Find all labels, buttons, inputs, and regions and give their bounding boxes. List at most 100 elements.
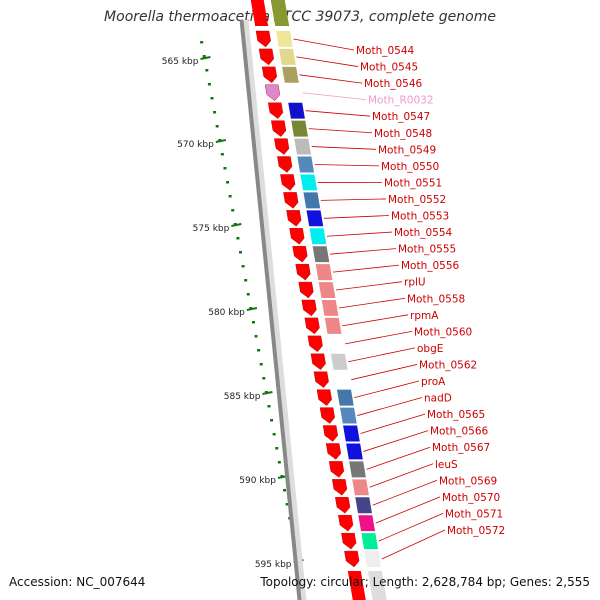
cog-box-offscreen-top xyxy=(270,0,290,26)
map-title: Moorella thermoacetica ATCC 39073, compl… xyxy=(104,9,496,25)
cog-box-Moth_0545 xyxy=(279,48,296,65)
leader-Moth_0545 xyxy=(296,56,359,67)
gene-label-Moth_0553: Moth_0553 xyxy=(391,211,449,223)
gene-arrow-Moth_0560 xyxy=(307,335,323,353)
scale-dot xyxy=(285,503,289,506)
gene-label-Moth_0550: Moth_0550 xyxy=(381,161,439,173)
leader-Moth_0550 xyxy=(314,164,380,167)
gene-label-Moth_0560: Moth_0560 xyxy=(414,326,472,338)
gene-arrow-Moth_0565 xyxy=(322,425,338,442)
leader-Moth_0560 xyxy=(345,330,413,345)
gene-arrow-Moth_R0032 xyxy=(264,84,281,102)
cog-box-proA xyxy=(336,389,354,406)
cog-box-Moth_0546 xyxy=(282,66,299,83)
scale-dot xyxy=(270,419,274,422)
scale-dot xyxy=(246,293,250,296)
cog-box-offscreen-bottom xyxy=(367,571,387,600)
gene-arrow-Moth_0572 xyxy=(344,550,360,568)
scale-dot xyxy=(215,125,219,128)
gene-arrow-proA xyxy=(316,389,332,406)
gene-arrow-Moth_0555 xyxy=(292,245,308,263)
gene-arrow-Moth_0546 xyxy=(261,66,278,84)
leader-Moth_0570 xyxy=(375,496,441,524)
scale-dot xyxy=(238,251,242,254)
gene-label-Moth_0571: Moth_0571 xyxy=(445,508,503,520)
leader-Moth_0565 xyxy=(360,413,426,434)
gene-arrow-Moth_0550 xyxy=(277,156,293,173)
accession-label: Accession: NC_007644 xyxy=(9,575,146,589)
scale-dot xyxy=(213,111,217,114)
gene-label-Moth_0556: Moth_0556 xyxy=(401,260,460,272)
gene-arrow-Moth_0571 xyxy=(341,532,357,550)
gene-label-Moth_R0032: Moth_R0032 xyxy=(368,95,434,107)
gene-label-proA: proA xyxy=(421,376,446,388)
cog-box-Moth_0566 xyxy=(346,443,363,460)
scale-dot xyxy=(236,237,240,240)
gene-label-Moth_0552: Moth_0552 xyxy=(388,194,446,206)
gene-label-Moth_0545: Moth_0545 xyxy=(360,62,418,74)
scale-dot xyxy=(210,97,214,100)
scale-dot xyxy=(283,489,287,492)
leader-obgE xyxy=(348,347,416,363)
gene-arrow-leuS xyxy=(331,479,348,496)
scale-label: 585 kbp xyxy=(224,392,261,402)
cog-box-Moth_0554 xyxy=(309,228,327,245)
gene-label-Moth_0565: Moth_0565 xyxy=(427,409,485,421)
cog-box-rplU xyxy=(318,282,336,298)
scale-tick xyxy=(215,139,227,143)
leader-Moth_0571 xyxy=(378,513,444,542)
scale-dot xyxy=(244,279,248,282)
leader-Moth_0555 xyxy=(329,248,397,255)
gene-arrow-offscreen-top xyxy=(250,0,269,26)
cog-box-Moth_0572 xyxy=(364,551,382,567)
gene-label-Moth_0572: Moth_0572 xyxy=(447,525,505,537)
gene-label-Moth_0554: Moth_0554 xyxy=(394,227,453,239)
scale-label: 590 kbp xyxy=(239,476,276,486)
leader-Moth_0566 xyxy=(363,430,429,452)
gene-arrow-Moth_0558 xyxy=(301,299,317,317)
gene-arrow-Moth_0570 xyxy=(338,515,354,532)
scale-dot xyxy=(257,349,261,352)
leader-Moth_0562 xyxy=(351,364,418,381)
leader-Moth_0569 xyxy=(372,479,438,506)
scale-dot xyxy=(267,405,271,408)
gene-arrow-Moth_0548 xyxy=(271,120,287,137)
scale-dot xyxy=(220,153,224,156)
gene-label-Moth_0570: Moth_0570 xyxy=(442,492,500,504)
leader-Moth_0548 xyxy=(308,128,373,134)
leader-Moth_0554 xyxy=(326,231,393,237)
cog-box-Moth_0570 xyxy=(358,515,376,532)
scale-dot xyxy=(272,433,276,436)
gene-arrow-Moth_0549 xyxy=(274,138,290,155)
gene-label-Moth_0567: Moth_0567 xyxy=(432,442,490,454)
backbone-line xyxy=(239,20,302,600)
gene-arrow-Moth_0554 xyxy=(289,228,305,245)
leader-Moth_0558 xyxy=(339,297,406,309)
scale-dot xyxy=(207,83,211,86)
scale-label: 570 kbp xyxy=(177,140,214,150)
leader-Moth_0552 xyxy=(320,198,387,201)
gene-arrow-Moth_0547 xyxy=(267,102,284,119)
gene-label-obgE: obgE xyxy=(417,343,443,355)
gene-arrow-Moth_0566 xyxy=(325,443,342,460)
leader-leuS xyxy=(369,463,434,488)
leader-Moth_0547 xyxy=(305,110,371,117)
scale-dot xyxy=(259,363,263,366)
gene-arrow-Moth_0556 xyxy=(295,263,311,281)
cog-box-Moth_0567 xyxy=(349,461,366,478)
gene-arrow-Moth_0562 xyxy=(313,371,329,388)
gene-arrow-obgE xyxy=(310,353,326,371)
cog-box-nadD xyxy=(340,407,357,424)
scale-dot xyxy=(228,195,232,198)
scale-tick xyxy=(231,223,242,227)
cog-box-Moth_0550 xyxy=(297,156,315,173)
leader-rplU xyxy=(336,281,403,291)
gene-label-Moth_0547: Moth_0547 xyxy=(372,111,430,123)
leader-Moth_0546 xyxy=(299,74,363,84)
leader-rpmA xyxy=(342,314,409,327)
gene-label-Moth_0558: Moth_0558 xyxy=(407,293,465,305)
scale-dot xyxy=(251,321,255,324)
cog-box-Moth_0569 xyxy=(355,497,372,514)
leader-Moth_R0032 xyxy=(302,92,367,101)
